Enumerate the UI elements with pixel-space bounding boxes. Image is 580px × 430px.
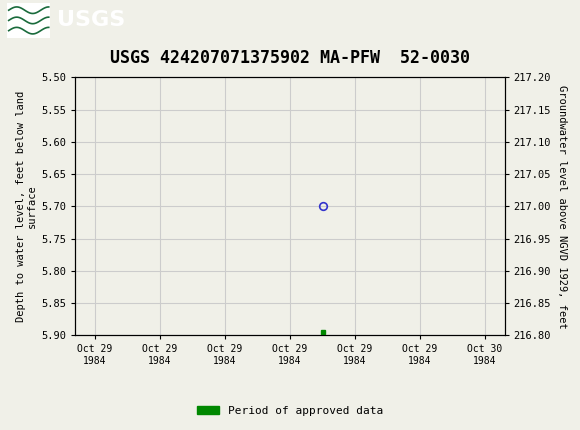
- Legend: Period of approved data: Period of approved data: [193, 401, 387, 420]
- Text: USGS 424207071375902 MA-PFW  52-0030: USGS 424207071375902 MA-PFW 52-0030: [110, 49, 470, 67]
- Y-axis label: Groundwater level above NGVD 1929, feet: Groundwater level above NGVD 1929, feet: [557, 85, 567, 328]
- Y-axis label: Depth to water level, feet below land
surface: Depth to water level, feet below land su…: [16, 91, 37, 322]
- Text: USGS: USGS: [57, 10, 126, 31]
- Bar: [7, 3, 50, 37]
